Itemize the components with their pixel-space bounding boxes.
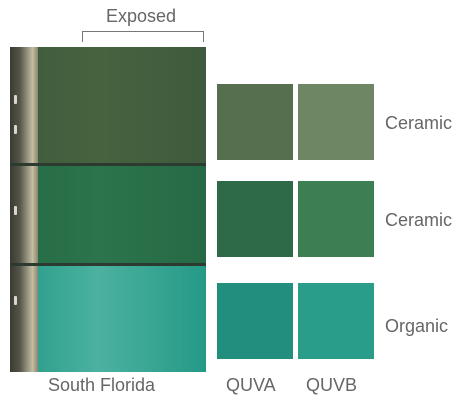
panel-bottom <box>10 266 206 372</box>
panel-edge-strip-inner <box>32 166 38 264</box>
row-label-2: Ceramic <box>385 210 453 230</box>
panel-edge-strip-inner <box>32 266 38 372</box>
swatch-quvb-row2 <box>298 181 374 257</box>
swatch-quvb-row1 <box>298 84 374 160</box>
row-label-3: Organic <box>385 316 449 336</box>
swatch-quva-row1 <box>217 84 293 160</box>
row-label-1: Ceramic <box>385 113 453 133</box>
edge-mark <box>14 125 17 134</box>
edge-mark <box>14 296 17 305</box>
swatch-quva-row3 <box>217 283 293 359</box>
exposed-bracket <box>82 31 204 42</box>
panel-edge-strip <box>10 266 32 372</box>
exposed-label: Exposed <box>106 6 177 26</box>
edge-mark <box>14 206 17 215</box>
edge-mark <box>14 95 17 104</box>
swatch-quvb-row3 <box>298 283 374 359</box>
quvb-label: QUVB <box>306 375 358 395</box>
panel-middle <box>10 166 206 264</box>
panel-divider <box>10 263 206 266</box>
panel-top <box>10 47 206 164</box>
panel-edge-strip <box>10 166 32 264</box>
quva-label: QUVA <box>226 375 276 395</box>
swatch-quva-row2 <box>217 181 293 257</box>
location-label: South Florida <box>48 375 156 395</box>
panel-edge-strip <box>10 47 32 164</box>
panel-edge-strip-inner <box>32 47 38 164</box>
panel-divider <box>10 163 206 166</box>
